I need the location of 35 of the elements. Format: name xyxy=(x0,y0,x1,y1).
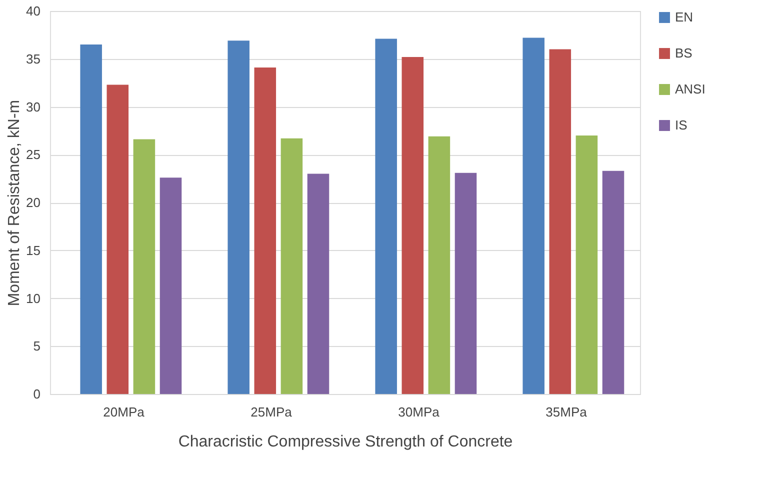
bar xyxy=(576,135,598,394)
y-axis-title: Moment of Resistance, kN-m xyxy=(6,100,24,306)
bar xyxy=(80,44,102,394)
x-tick-label: 20MPa xyxy=(103,404,146,420)
y-tick-label: 10 xyxy=(26,290,40,306)
bar xyxy=(428,136,450,394)
bar xyxy=(602,170,624,394)
bar xyxy=(254,67,276,394)
bar xyxy=(133,139,156,394)
y-tick-label: 20 xyxy=(26,195,40,210)
x-tick-label: 30MPa xyxy=(398,404,440,420)
y-tick-label: 35 xyxy=(26,51,40,66)
y-tick-label: 25 xyxy=(26,147,40,162)
bar xyxy=(549,49,572,394)
y-tick-label: 0 xyxy=(33,386,40,402)
y-tick-label: 5 xyxy=(33,338,40,354)
y-tick-label: 40 xyxy=(26,4,40,18)
bar xyxy=(160,178,182,394)
bar xyxy=(307,174,330,394)
bar xyxy=(375,38,397,394)
bar xyxy=(106,84,129,394)
x-axis-title: Characristic Compressive Strength of Concrete xyxy=(178,434,513,450)
y-tick-label: 30 xyxy=(26,99,40,114)
legend-label: ANSI xyxy=(675,82,706,96)
legend-label: BS xyxy=(675,46,693,60)
x-tick-label: 35MPa xyxy=(546,404,588,420)
bar xyxy=(228,40,250,394)
bar xyxy=(402,56,424,394)
legend-label: EN xyxy=(675,10,694,24)
bar xyxy=(522,38,544,394)
bar xyxy=(454,172,477,394)
y-tick-label: 15 xyxy=(26,242,40,258)
x-tick-label: 25MPa xyxy=(250,404,293,420)
bar xyxy=(280,138,303,394)
legend-label: IS xyxy=(675,118,688,132)
